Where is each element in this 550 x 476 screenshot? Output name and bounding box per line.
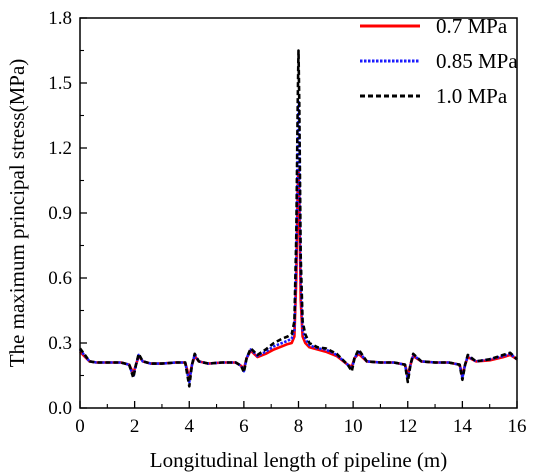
legend-label-3: 1.0 MPa [436, 84, 508, 108]
series-line-1 [79, 168, 518, 379]
x-axis-label: Longitudinal length of pipeline (m) [150, 448, 447, 472]
y-tick-label: 0.0 [48, 398, 72, 419]
series-lines [78, 49, 518, 388]
x-tick-label: 16 [508, 416, 527, 437]
x-tick-label: 6 [239, 416, 249, 437]
x-tick-label: 8 [294, 416, 304, 437]
x-tick-label: 2 [130, 416, 140, 437]
y-tick-label: 1.2 [48, 138, 72, 159]
series-line-3 [78, 49, 518, 388]
x-tick-label: 12 [398, 416, 417, 437]
y-axis-ticks: 0.0 0.3 0.6 0.9 1.2 1.5 1.8 [48, 8, 87, 419]
x-axis-ticks: 0 2 4 6 8 10 12 14 16 [75, 401, 527, 437]
legend-label-2: 0.85 MPa [436, 49, 518, 73]
x-tick-label: 14 [453, 416, 473, 437]
legend: 0.7 MPa 0.85 MPa 1.0 MPa [360, 14, 518, 108]
y-tick-label: 0.6 [48, 268, 72, 289]
x-tick-label: 10 [344, 416, 363, 437]
y-tick-label: 0.9 [48, 203, 72, 224]
x-tick-label: 0 [75, 416, 85, 437]
x-tick-label: 4 [185, 416, 195, 437]
y-axis-label: The maximum principal stress(MPa) [5, 59, 29, 368]
y-tick-label: 1.8 [48, 8, 72, 29]
y-tick-label: 0.3 [48, 333, 72, 354]
series-line-2 [78, 99, 518, 384]
legend-label-1: 0.7 MPa [436, 14, 508, 38]
y-tick-label: 1.5 [48, 73, 72, 94]
